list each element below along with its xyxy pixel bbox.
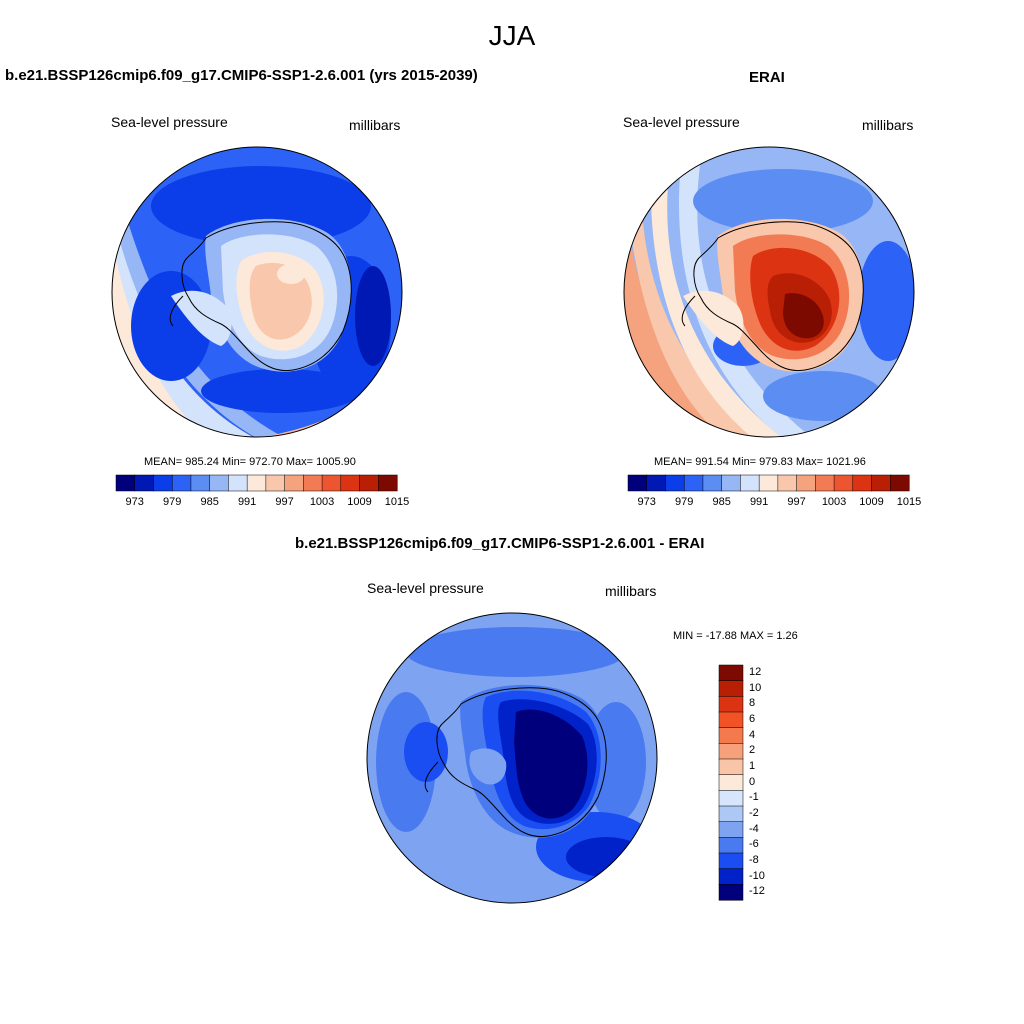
obs-colorbar-tick-label: 997 [787, 496, 806, 508]
diff-stats: MIN = -17.88 MAX = 1.26 [673, 630, 798, 642]
model-slp-map [111, 146, 403, 438]
model-panel-title: b.e21.BSSP126cmip6.f09_g17.CMIP6-SSP1-2.… [5, 67, 478, 84]
obs-colorbar-swatch [833, 474, 854, 492]
obs-stats: MEAN= 991.54 Min= 979.83 Max= 1021.96 [654, 456, 866, 468]
model-colorbar-swatch [321, 474, 342, 492]
diff-colorbar-swatch [718, 743, 744, 760]
model-colorbar-swatch [340, 474, 361, 492]
diff-colorbar-swatch [718, 805, 744, 823]
diff-colorbar-swatch [718, 680, 744, 697]
diff-colorbar-swatch [718, 837, 744, 854]
diff-colorbar-tick-label: 8 [749, 697, 756, 710]
model-colorbar-tick-label: 1009 [347, 496, 372, 508]
diff-colorbar-swatch [718, 774, 744, 791]
model-colorbar-swatch [265, 474, 286, 492]
diff-colorbar-tick-label: 12 [749, 665, 762, 678]
diff-colorbar-tick-label: -4 [749, 822, 759, 835]
diff-colorbar-tick-label: 2 [749, 744, 756, 757]
model-colorbar-tick-label: 1015 [384, 496, 410, 508]
diff-colorbar-tick-label: -2 [749, 806, 759, 819]
model-colorbar-swatch [115, 474, 136, 492]
obs-units-label: millibars [862, 117, 914, 133]
obs-panel-title: ERAI [749, 69, 785, 86]
model-colorbar-swatch [171, 474, 192, 492]
obs-colorbar-swatch [683, 474, 704, 492]
obs-colorbar-swatch [871, 474, 891, 492]
diff-units-label: millibars [605, 583, 657, 599]
model-colorbar-swatch [303, 474, 323, 492]
model-variable-label: Sea-level pressure [111, 114, 228, 130]
obs-colorbar-swatch [740, 474, 760, 492]
figure-title: JJA [488, 20, 536, 51]
diff-colorbar-swatch [718, 868, 744, 885]
obs-variable-label: Sea-level pressure [623, 114, 740, 130]
diff-colorbar [718, 664, 744, 901]
diff-colorbar-tick-label: 1 [749, 759, 756, 772]
diff-colorbar-swatch [718, 696, 744, 713]
model-colorbar-swatch [134, 474, 155, 492]
model-colorbar-tick-label: 1003 [309, 496, 335, 508]
model-colorbar-swatch [284, 474, 304, 492]
model-colorbar-tick-label: 985 [200, 496, 219, 508]
model-colorbar-tick-label: 997 [275, 496, 294, 508]
diff-colorbar-swatch [718, 711, 744, 729]
obs-colorbar-tick-label: 985 [712, 496, 731, 508]
model-colorbar-tick-label: 991 [237, 496, 257, 508]
obs-colorbar-swatch [721, 474, 741, 492]
diff-slp-map [366, 612, 658, 904]
diff-colorbar-tick-label: 4 [749, 728, 756, 741]
obs-colorbar [627, 474, 910, 492]
diff-colorbar-tick-label: 10 [749, 681, 762, 694]
model-colorbar-swatch [378, 474, 398, 492]
model-stats: MEAN= 985.24 Min= 972.70 Max= 1005.90 [144, 456, 356, 468]
diff-colorbar-swatch [718, 884, 744, 901]
diff-variable-label: Sea-level pressure [367, 580, 484, 596]
diff-colorbar-swatch [718, 821, 744, 838]
obs-colorbar-swatch [758, 474, 779, 492]
obs-colorbar-swatch [646, 474, 667, 492]
obs-colorbar-swatch [665, 474, 685, 492]
model-colorbar-swatch [153, 474, 173, 492]
obs-colorbar-swatch [796, 474, 816, 492]
obs-colorbar-tick-label: 1015 [896, 496, 922, 508]
model-colorbar-tick-label: 973 [125, 496, 144, 508]
diff-colorbar-tick-label: 6 [749, 712, 756, 725]
diff-colorbar-swatch [718, 852, 744, 870]
diff-colorbar-tick-label: 0 [749, 775, 756, 788]
diff-colorbar-tick-label: -1 [749, 791, 759, 804]
obs-colorbar-tick-label: 973 [637, 496, 656, 508]
diff-panel-title: b.e21.BSSP126cmip6.f09_g17.CMIP6-SSP1-2.… [295, 535, 705, 552]
diff-colorbar-swatch [718, 664, 744, 682]
diff-colorbar-swatch [718, 790, 744, 807]
obs-colorbar-swatch [852, 474, 873, 492]
model-colorbar-swatch [228, 474, 248, 492]
model-colorbar-swatch [359, 474, 379, 492]
obs-colorbar-tick-label: 1009 [859, 496, 884, 508]
diff-colorbar-swatch [718, 758, 744, 776]
model-colorbar-swatch [190, 474, 211, 492]
obs-colorbar-swatch [702, 474, 723, 492]
model-units-label: millibars [349, 117, 401, 133]
obs-colorbar-tick-label: 991 [749, 496, 769, 508]
obs-colorbar-swatch [777, 474, 798, 492]
diff-colorbar-swatch [718, 727, 744, 744]
model-colorbar-tick-label: 979 [163, 496, 182, 508]
model-colorbar [115, 474, 398, 492]
diff-colorbar-tick-label: -6 [749, 838, 759, 851]
model-colorbar-swatch [209, 474, 229, 492]
obs-colorbar-swatch [890, 474, 910, 492]
model-colorbar-swatch [246, 474, 267, 492]
obs-colorbar-tick-label: 979 [675, 496, 694, 508]
obs-colorbar-tick-label: 1003 [821, 496, 847, 508]
obs-slp-map [623, 146, 915, 438]
diff-colorbar-tick-label: -10 [749, 869, 765, 882]
obs-colorbar-swatch [815, 474, 835, 492]
diff-colorbar-tick-label: -12 [749, 885, 765, 898]
diff-colorbar-tick-label: -8 [749, 853, 759, 866]
obs-colorbar-swatch [627, 474, 648, 492]
